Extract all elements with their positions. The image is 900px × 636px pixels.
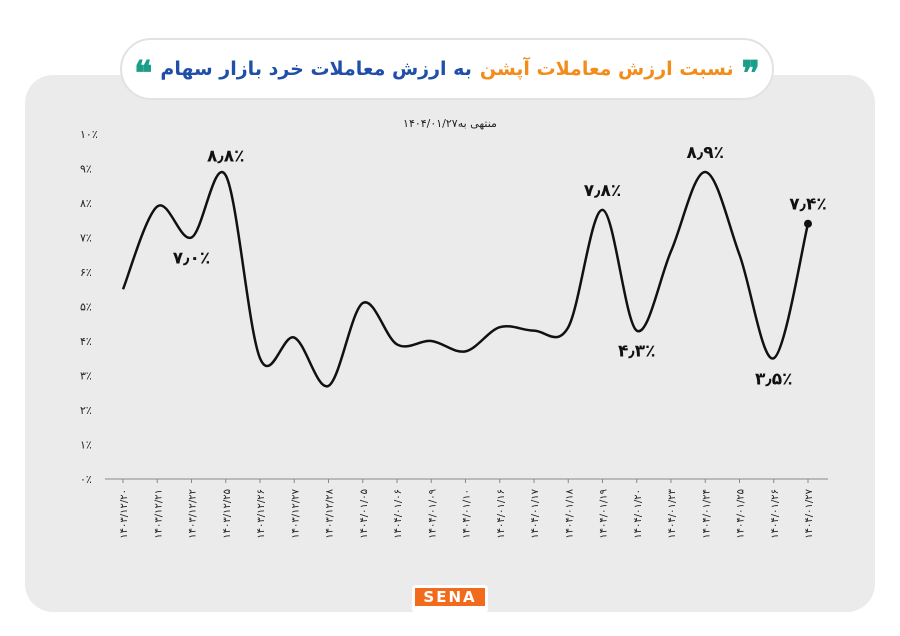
data-label: ۸٫۸٪ bbox=[207, 146, 245, 166]
x-tick-label: ۱۴۰۳/۱۲/۲۲ bbox=[188, 489, 199, 539]
x-tick-label: ۱۴۰۴/۰۱/۱۷ bbox=[530, 488, 541, 538]
y-tick-label: ۵٪ bbox=[80, 301, 92, 314]
x-tick-label: ۱۴۰۳/۱۲/۲۶ bbox=[256, 489, 267, 539]
y-tick-label: ۴٪ bbox=[80, 335, 92, 348]
quote-close-icon: ❝ bbox=[134, 54, 153, 94]
quote-open-icon: ❞ bbox=[741, 54, 760, 94]
x-tick-label: ۱۴۰۴/۰۱/۲۵ bbox=[736, 489, 747, 539]
y-tick-label: ۳٪ bbox=[80, 370, 92, 383]
logo-text: SENA bbox=[415, 588, 485, 606]
x-tick-label: ۱۴۰۳/۱۲/۲۸ bbox=[325, 488, 336, 538]
chart-subtitle: منتهی به۱۴۰۴/۰۱/۲۷ bbox=[403, 117, 497, 130]
x-tick-label: ۱۴۰۴/۰۱/۰۹ bbox=[427, 489, 438, 539]
y-tick-label: ۲٪ bbox=[80, 404, 92, 417]
data-label: ۷٫۴٪ bbox=[789, 195, 827, 215]
y-tick-label: ۸٪ bbox=[80, 197, 92, 210]
data-label: ۸٫۹٪ bbox=[686, 143, 724, 163]
title-main: به ارزش معاملات خرد بازار سهام bbox=[160, 58, 472, 80]
y-tick-label: ۷٪ bbox=[80, 232, 92, 245]
y-tick-label: ۹٪ bbox=[80, 163, 92, 176]
x-tick-label: ۱۴۰۳/۱۲/۲۰ bbox=[119, 489, 130, 539]
x-tick-label: ۱۴۰۳/۱۲/۲۷ bbox=[290, 488, 301, 538]
y-tick-label: ۱٪ bbox=[80, 439, 92, 452]
y-tick-label: ۶٪ bbox=[80, 266, 92, 279]
y-tick-label: ۱۰٪ bbox=[80, 128, 98, 141]
x-tick-label: ۱۴۰۴/۰۱/۱۹ bbox=[599, 489, 610, 539]
data-label: ۳٫۵٪ bbox=[755, 369, 793, 389]
x-tick-label: ۱۴۰۴/۰۱/۲۶ bbox=[770, 489, 781, 539]
data-label: ۴٫۳٪ bbox=[618, 342, 656, 362]
title-highlight: نسبت ارزش معاملات آپشن bbox=[479, 58, 734, 80]
x-tick-label: ۱۴۰۴/۰۱/۲۳ bbox=[667, 488, 678, 538]
y-tick-label: ۰٪ bbox=[80, 473, 92, 486]
x-tick-label: ۱۴۰۴/۰۱/۱۸ bbox=[564, 488, 575, 538]
x-tick-label: ۱۴۰۳/۱۲/۲۵ bbox=[222, 489, 233, 539]
series-line bbox=[121, 170, 810, 388]
chart-title: ❞ نسبت ارزش معاملات آپشن به ارزش معاملات… bbox=[120, 38, 774, 100]
data-label: ۷٫۸٪ bbox=[584, 181, 622, 201]
x-tick-label: ۱۴۰۴/۰۱/۲۴ bbox=[701, 489, 712, 539]
data-point bbox=[804, 219, 812, 228]
sena-logo: SENA bbox=[412, 585, 488, 613]
chart-card bbox=[25, 75, 875, 612]
x-tick-label: ۱۴۰۴/۰۱/۰۵ bbox=[359, 489, 370, 539]
x-tick-label: ۱۴۰۴/۰۱/۱۰ bbox=[462, 489, 473, 539]
x-tick-label: ۱۴۰۴/۰۱/۰۶ bbox=[393, 489, 404, 539]
data-label: ۷٫۰٪ bbox=[173, 249, 211, 269]
x-tick-label: ۱۴۰۴/۰۱/۱۶ bbox=[496, 489, 507, 539]
x-tick-label: ۱۴۰۴/۰۱/۲۷ bbox=[804, 488, 815, 538]
x-tick-label: ۱۴۰۳/۱۲/۲۱ bbox=[153, 489, 164, 539]
x-tick-label: ۱۴۰۴/۰۱/۲۰ bbox=[633, 489, 644, 539]
